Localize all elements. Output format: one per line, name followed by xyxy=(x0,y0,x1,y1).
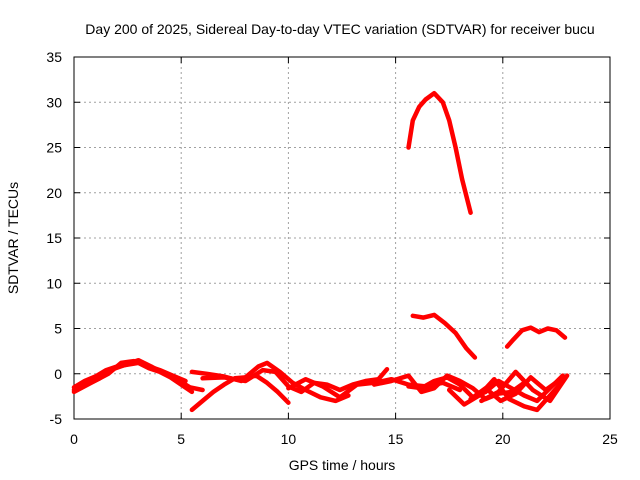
series-line-sat-e xyxy=(189,360,351,404)
chart-title: Day 200 of 2025, Sidereal Day-to-day VTE… xyxy=(85,21,594,37)
y-tick-label: 25 xyxy=(46,140,62,156)
series-line-sat-m xyxy=(406,90,473,215)
series-line-sat-o xyxy=(504,325,568,349)
y-tick-label: 0 xyxy=(54,366,62,382)
x-axis-label: GPS time / hours xyxy=(289,457,396,473)
y-tick-label: -5 xyxy=(50,411,63,427)
series-line-sat-c xyxy=(71,358,188,395)
x-tick-label: 5 xyxy=(177,431,185,447)
data-series xyxy=(71,90,570,413)
y-tick-label: 35 xyxy=(46,49,62,65)
grid-lines xyxy=(74,57,610,419)
y-tick-label: 30 xyxy=(46,94,62,110)
series-line-sat-i xyxy=(406,373,566,404)
series-line-sat-n xyxy=(410,312,478,360)
y-tick-label: 20 xyxy=(46,185,62,201)
x-tick-label: 20 xyxy=(495,431,511,447)
y-tick-label: 15 xyxy=(46,230,62,246)
series-line-sat-h xyxy=(371,373,527,402)
series-line-sat-f xyxy=(200,366,390,395)
axis-ticks: 0 5 10 15 20 25 -5 0 5 10 15 20 25 30 35 xyxy=(46,49,618,447)
x-tick-label: 25 xyxy=(602,431,618,447)
x-tick-label: 0 xyxy=(70,431,78,447)
y-tick-label: 10 xyxy=(46,275,62,291)
y-axis-label: SDTVAR / TECUs xyxy=(5,182,21,294)
x-tick-label: 15 xyxy=(388,431,404,447)
y-tick-label: 5 xyxy=(54,321,62,337)
series-line-sat-l xyxy=(479,369,570,404)
x-tick-label: 10 xyxy=(281,431,297,447)
series-line-sat-k xyxy=(468,375,563,404)
